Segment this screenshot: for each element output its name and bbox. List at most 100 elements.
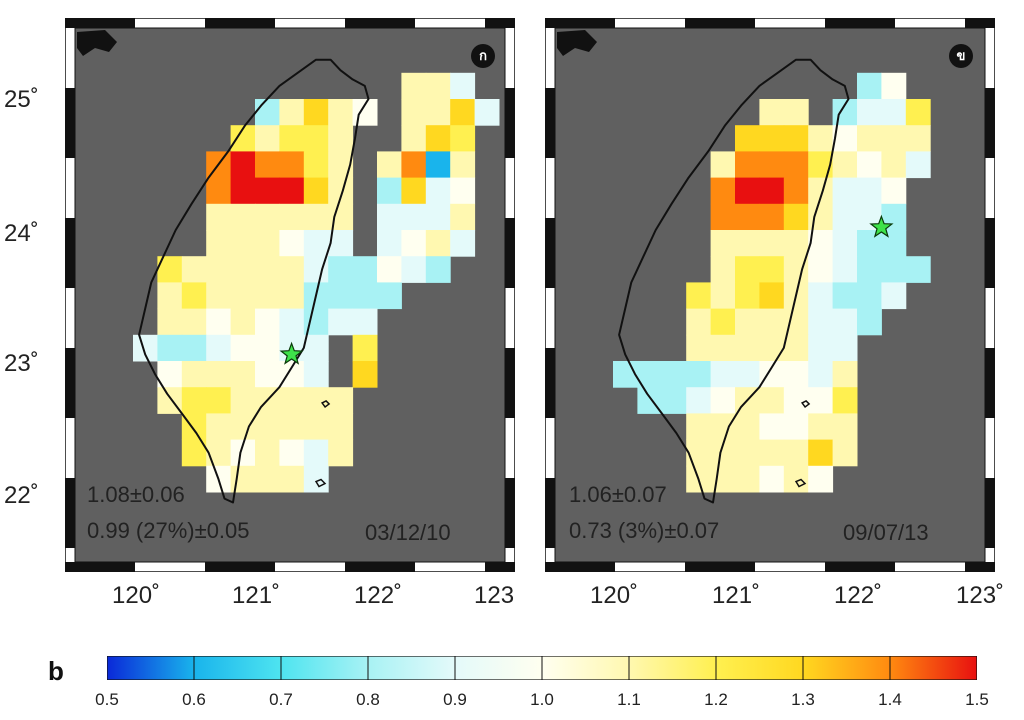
panel-a-bvalue-cell — [303, 99, 329, 126]
panel-b-stat2: 0.73 (3%)±0.07 — [569, 518, 720, 543]
colorbar — [107, 656, 977, 680]
panel-b-bvalue-cell — [759, 282, 785, 310]
panel-a-bvalue-cell — [303, 230, 329, 257]
panel-b-bvalue-cell — [857, 125, 882, 152]
panel-a-bvalue-cell — [425, 256, 451, 283]
panel-a-bvalue-cell — [401, 72, 427, 100]
panel-a-bvalue-cell — [279, 387, 305, 414]
lat-label-25: 25˚ — [4, 86, 39, 113]
panel-b-bvalue-cell — [686, 308, 712, 336]
panel-a-frame-tick-block — [345, 18, 415, 28]
panel-a-bvalue-cell — [328, 256, 354, 283]
panel-a-bvalue-cell — [279, 413, 305, 441]
panel-a-bvalue-cell — [255, 151, 280, 179]
panel-a-bvalue-cell — [255, 99, 280, 126]
panel-b-frame-tick-block — [545, 562, 615, 572]
panel-b-bvalue-cell — [735, 203, 760, 231]
panel-b-bvalue-cell — [735, 177, 760, 205]
panel-b-bvalue-cell — [710, 203, 736, 231]
panel-b-frame-tick-block — [545, 478, 555, 548]
panel-b-frame-tick-block — [685, 562, 755, 572]
panel-a-bvalue-cell — [425, 72, 451, 100]
panel-b-bvalue-cell — [735, 125, 760, 152]
panel-a-bvalue-cell — [279, 439, 305, 467]
panel-b-bvalue-cell — [759, 465, 785, 493]
panel-a-bvalue-cell — [303, 151, 329, 179]
panel-a-frame-tick-block — [485, 18, 515, 28]
panel-b-bvalue-cell — [905, 125, 931, 152]
panel-a-bvalue-cell — [377, 151, 402, 179]
panel-a-frame-tick-block — [205, 18, 275, 28]
panel-a-bvalue-cell — [206, 361, 232, 388]
panel-a-bvalue-cell — [328, 203, 354, 231]
panel-b-bvalue-cell — [857, 72, 882, 100]
panel-a-bvalue-cell — [425, 99, 451, 126]
panel-a-bvalue-cell — [303, 361, 329, 388]
panel-a-bvalue-cell — [401, 151, 427, 179]
panel-b-bvalue-cell — [759, 203, 785, 231]
map-a-canvas — [65, 18, 515, 572]
panel-b-bvalue-cell — [783, 413, 809, 441]
panel-a-bvalue-cell — [181, 256, 207, 283]
panel-a-bvalue-cell — [279, 282, 305, 310]
map-b-canvas — [545, 18, 995, 572]
panel-b-bvalue-cell — [905, 99, 931, 126]
panel-b-bvalue-cell — [808, 203, 834, 231]
panel-b-bvalue-cell — [808, 413, 834, 441]
colorbar-tick-label: 0.9 — [443, 690, 467, 709]
panel-b-bvalue-cell — [857, 256, 882, 283]
panel-a-frame-tick-block — [505, 218, 515, 288]
panel-a-frame-tick-block — [345, 562, 415, 572]
panel-b-bvalue-cell — [832, 308, 858, 336]
panel-a-stat2: 0.99 (27%)±0.05 — [87, 518, 250, 543]
panel-b-bvalue-cell — [857, 177, 882, 205]
panel-a-bvalue-cell — [450, 72, 476, 100]
panel-b-lon-122: 122˚ — [834, 582, 883, 609]
panel-a-frame-tick-block — [485, 562, 515, 572]
panel-a-bvalue-cell — [230, 413, 256, 441]
panel-b-bvalue-cell — [686, 439, 712, 467]
panel-b-bvalue-cell — [808, 439, 834, 467]
panel-b-frame-tick-block — [965, 562, 995, 572]
panel-b-bvalue-cell — [881, 72, 907, 100]
panel-b-frame-tick-block — [685, 18, 755, 28]
panel-a-bvalue-cell — [255, 308, 280, 336]
panel-b-bvalue-cell — [759, 334, 785, 362]
panel-b-lon-123: 123˚ — [956, 582, 1005, 609]
panel-a-bvalue-cell — [230, 256, 256, 283]
panel-b-frame-tick-block — [985, 348, 995, 418]
panel-b-bvalue-cell — [905, 151, 931, 179]
panel-b-bvalue-cell — [759, 361, 785, 388]
panel-a-bvalue-cell — [157, 334, 183, 362]
panel-b-bvalue-cell — [686, 413, 712, 441]
panel-a-bvalue-cell — [401, 125, 427, 152]
panel-a-bvalue-cell — [401, 230, 427, 257]
panel-b-frame-tick-block — [545, 348, 555, 418]
panel-a-bvalue-cell — [352, 282, 378, 310]
panel-a-frame-tick-block — [65, 348, 75, 418]
panel-a-bvalue-cell — [450, 125, 476, 152]
panel-b-bvalue-cell — [759, 413, 785, 441]
panel-a-bvalue-cell — [206, 308, 232, 336]
panel-a-bvalue-cell — [352, 361, 378, 388]
panel-b-bvalue-cell — [783, 334, 809, 362]
map-panel-a: ก 1.08±0.06 0.99 (27%)±0.05 03/12/10 — [65, 18, 515, 572]
panel-a-bvalue-cell — [206, 387, 232, 414]
panel-a-bvalue-cell — [328, 439, 354, 467]
colorbar-tick-label: 0.7 — [269, 690, 293, 709]
panel-b-frame-tick-block — [985, 88, 995, 158]
panel-b-bvalue-cell — [808, 387, 834, 414]
panel-b-bvalue-cell — [735, 334, 760, 362]
panel-a-orchid-island — [314, 478, 327, 488]
panel-a-bvalue-cell — [279, 361, 305, 388]
panel-a-bvalue-cell — [181, 334, 207, 362]
panel-b-bvalue-cell — [857, 151, 882, 179]
panel-b-frame-tick-block — [825, 18, 895, 28]
panel-b-bvalue-cell — [881, 256, 907, 283]
panel-a-mainland-coast-fragment — [77, 30, 117, 56]
panel-a-bvalue-cell — [279, 99, 305, 126]
panel-b-bvalue-cell — [832, 413, 858, 441]
panel-b-inner-frame — [554, 27, 986, 563]
panel-a-bvalue-cell — [206, 230, 232, 257]
panel-a-date: 03/12/10 — [365, 520, 451, 545]
